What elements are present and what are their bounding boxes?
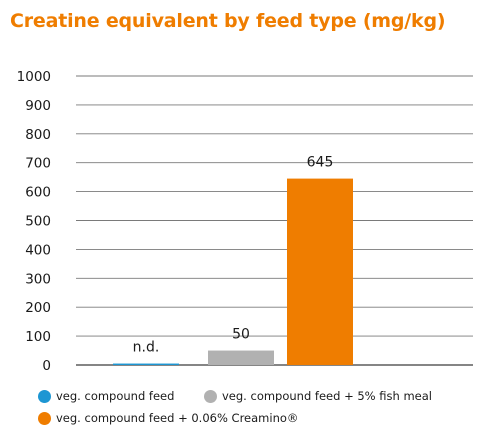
gridlines [76,75,473,366]
y-tick-label: 200 [25,300,51,316]
legend-item-fish-meal: veg. compound feed + 5% fish meal [204,389,432,403]
legend-swatch-orange [38,411,51,425]
y-tick-label: 700 [25,156,51,172]
data-label: 645 [307,155,334,171]
y-axis-ticks: 0 100 200 300 400 500 600 700 800 900 1000 [17,69,51,374]
y-tick-label: 0 [42,358,51,374]
data-label: n.d. [133,340,160,356]
y-tick-label: 1000 [17,69,51,85]
legend-item-creamino: veg. compound feed + 0.06% Creamino® [38,411,298,425]
y-tick-label: 600 [25,185,51,201]
y-tick-label: 400 [25,242,51,258]
legend-label: veg. compound feed [56,389,175,403]
chart-title: Creatine equivalent by feed type (mg/kg) [10,10,446,32]
bar [287,178,353,365]
legend-label: veg. compound feed + 0.06% Creamino® [56,411,299,425]
legend-swatch-blue [38,389,51,403]
y-tick-label: 500 [25,214,51,230]
data-labels: n.d. 50 645 [133,155,334,356]
y-tick-label: 800 [25,127,51,143]
y-tick-label: 100 [25,329,51,345]
bars [113,178,353,365]
y-tick-label: 300 [25,271,51,287]
bar-chart: 0 100 200 300 400 500 600 700 800 900 1000 n.d. 50 6… [17,69,473,374]
legend-label: veg. compound feed + 5% fish meal [222,389,432,403]
bar [113,363,179,365]
legend-swatch-gray [204,389,217,403]
y-tick-label: 900 [25,98,51,114]
data-label: 50 [232,327,250,343]
legend-item-veg-compound-feed: veg. compound feed [38,389,174,403]
bar [208,350,274,365]
